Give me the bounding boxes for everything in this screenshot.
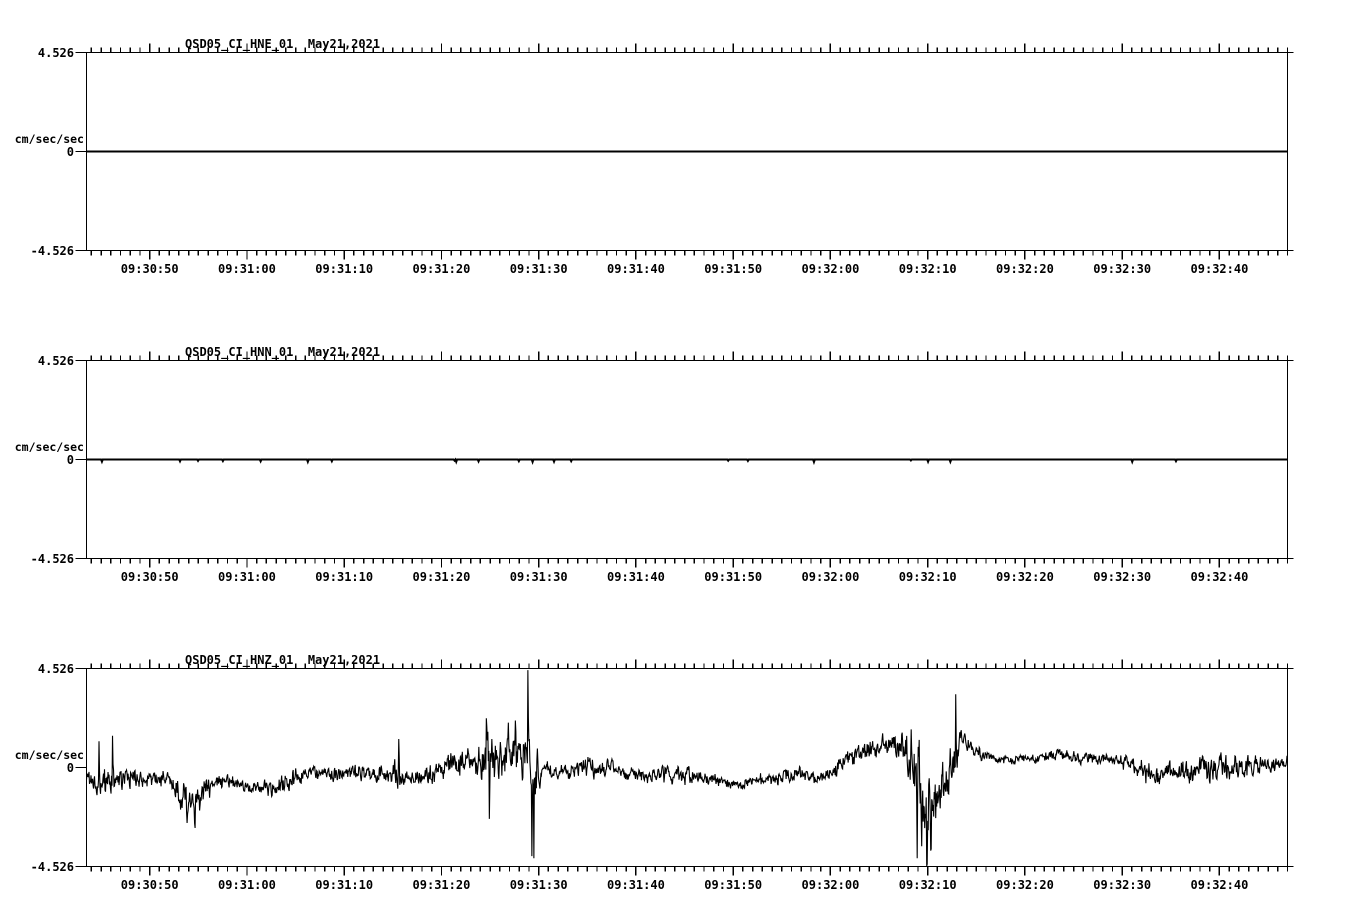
x-tick-label-hnz-4: 09:31:30 xyxy=(509,877,568,892)
x-tick-label-hne-0: 09:30:50 xyxy=(120,261,179,276)
y-axis-unit-label-hne: cm/sec/sec xyxy=(14,131,84,146)
x-tick-label-hne-1: 09:31:00 xyxy=(218,261,276,276)
x-tick-label-hne-5: 09:31:40 xyxy=(607,261,665,276)
y-tick-label-zero-hnn: 0 xyxy=(66,452,74,467)
x-tick-label-hnn-11: 09:32:40 xyxy=(1190,569,1249,584)
x-tick-label-hnz-5: 09:31:40 xyxy=(607,877,665,892)
y-tick-label-min-hnz: -4.526 xyxy=(30,859,74,874)
x-tick-label-hnz-9: 09:32:20 xyxy=(996,877,1054,892)
y-axis-unit-label-hnz: cm/sec/sec xyxy=(14,747,84,762)
y-tick-label-max-hnz: 4.526 xyxy=(37,661,74,676)
x-tick-label-hne-8: 09:32:10 xyxy=(898,261,957,276)
y-tick-label-min-hnn: -4.526 xyxy=(30,551,74,566)
panel-title-hnn: QSD05_CI_HNN_01 May21,2021 xyxy=(185,344,381,359)
x-tick-label-hnn-0: 09:30:50 xyxy=(120,569,179,584)
x-tick-label-hne-10: 09:32:30 xyxy=(1093,261,1152,276)
x-tick-label-hnz-8: 09:32:10 xyxy=(898,877,957,892)
x-tick-label-hnz-11: 09:32:40 xyxy=(1190,877,1249,892)
x-tick-label-hnz-2: 09:31:10 xyxy=(315,877,374,892)
y-tick-label-max-hnn: 4.526 xyxy=(37,353,74,368)
x-tick-label-hnz-7: 09:32:00 xyxy=(801,877,860,892)
x-tick-label-hnn-10: 09:32:30 xyxy=(1093,569,1152,584)
x-tick-label-hnz-6: 09:31:50 xyxy=(704,877,763,892)
y-tick-label-max-hne: 4.526 xyxy=(37,45,74,60)
y-axis-unit-label-hnn: cm/sec/sec xyxy=(14,439,84,454)
x-tick-label-hnz-3: 09:31:20 xyxy=(412,877,471,892)
x-tick-label-hnn-4: 09:31:30 xyxy=(509,569,568,584)
x-tick-label-hnn-3: 09:31:20 xyxy=(412,569,471,584)
x-tick-label-hne-2: 09:31:10 xyxy=(315,261,374,276)
x-tick-label-hnz-10: 09:32:30 xyxy=(1093,877,1152,892)
y-tick-label-zero-hne: 0 xyxy=(66,144,74,159)
x-tick-label-hnz-0: 09:30:50 xyxy=(120,877,179,892)
panel-title-hnz: QSD05_CI_HNZ_01 May21,2021 xyxy=(185,652,381,667)
x-tick-label-hnn-7: 09:32:00 xyxy=(801,569,860,584)
x-tick-label-hnn-2: 09:31:10 xyxy=(315,569,374,584)
x-tick-label-hnn-8: 09:32:10 xyxy=(898,569,957,584)
waveform-trace-hnn xyxy=(86,457,1288,466)
x-tick-label-hne-4: 09:31:30 xyxy=(509,261,568,276)
x-tick-label-hne-11: 09:32:40 xyxy=(1190,261,1249,276)
y-tick-label-zero-hnz: 0 xyxy=(66,760,74,775)
panel-title-hne: QSD05_CI_HNE_01 May21,2021 xyxy=(185,36,381,51)
x-tick-label-hne-6: 09:31:50 xyxy=(704,261,763,276)
x-tick-label-hnn-9: 09:32:20 xyxy=(996,569,1054,584)
x-tick-label-hnz-1: 09:31:00 xyxy=(218,877,276,892)
waveform-trace-hnz xyxy=(85,670,1289,867)
x-tick-label-hne-3: 09:31:20 xyxy=(412,261,471,276)
x-tick-label-hnn-6: 09:31:50 xyxy=(704,569,763,584)
x-tick-label-hnn-1: 09:31:00 xyxy=(218,569,276,584)
y-tick-label-min-hne: -4.526 xyxy=(30,243,74,258)
x-tick-label-hnn-5: 09:31:40 xyxy=(607,569,665,584)
x-tick-label-hne-7: 09:32:00 xyxy=(801,261,860,276)
x-tick-label-hne-9: 09:32:20 xyxy=(996,261,1054,276)
